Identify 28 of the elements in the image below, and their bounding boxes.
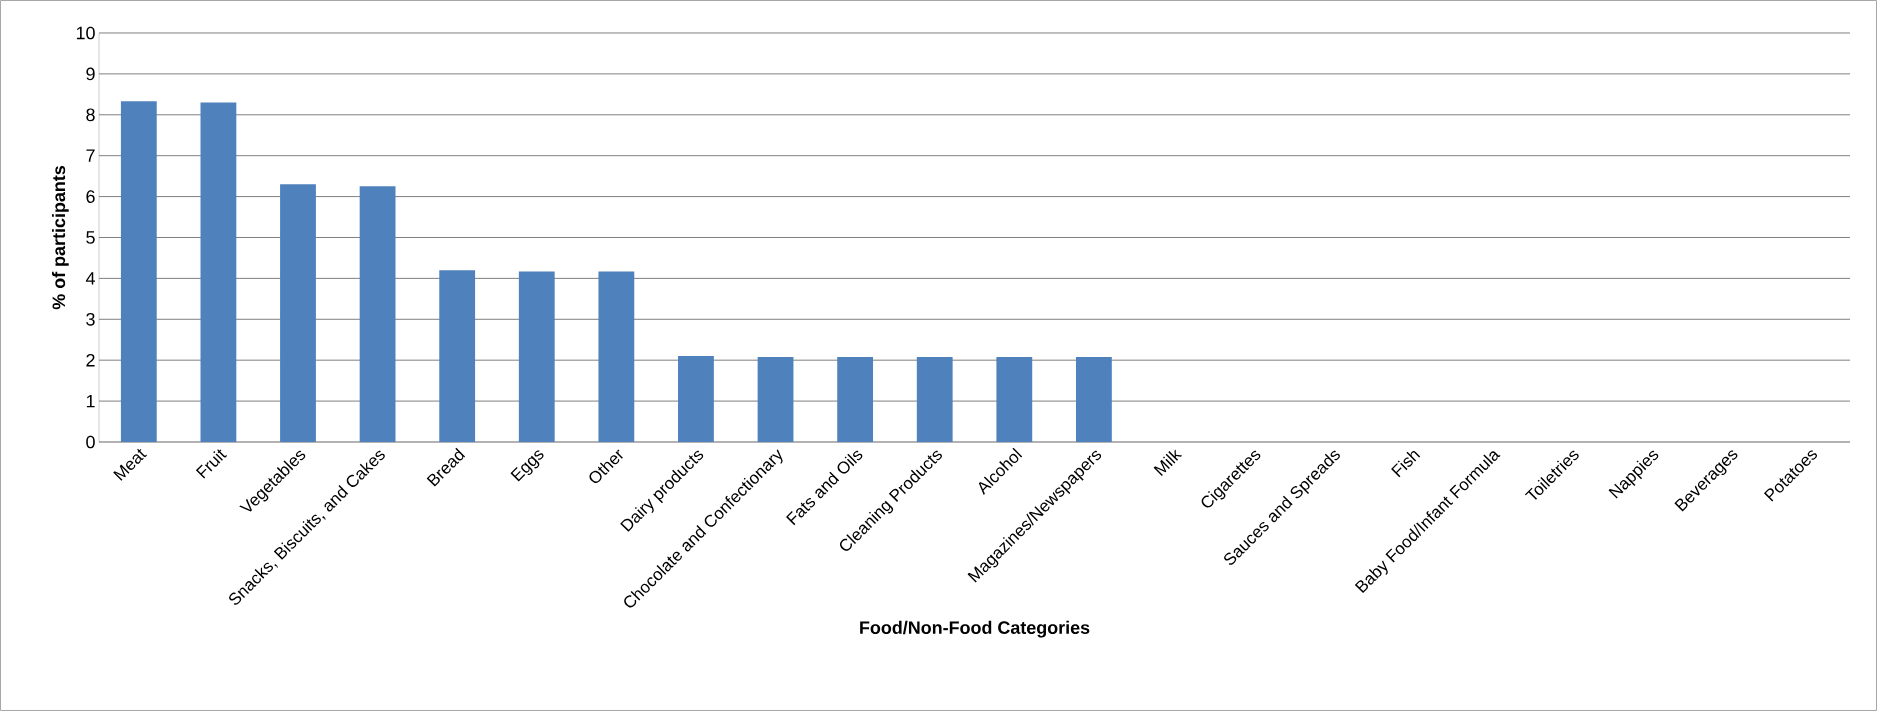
y-tick-label: 4 <box>85 272 95 285</box>
x-axis-title: Food/Non-Food Categories <box>860 620 1090 638</box>
bar <box>757 356 794 442</box>
y-tick-label: 5 <box>86 231 95 244</box>
bar <box>518 271 555 442</box>
y-tick-label: 10 <box>76 26 95 40</box>
bar <box>678 356 714 442</box>
bar <box>837 356 874 442</box>
y-tick-label: 2 <box>86 353 95 367</box>
y-tick-label: 6 <box>86 190 95 203</box>
bar <box>280 184 316 442</box>
y-tick-label: 7 <box>86 149 95 162</box>
bar <box>359 186 396 442</box>
y-tick-label: 8 <box>86 108 95 122</box>
y-axis-title: % of participants <box>51 166 69 310</box>
y-tick-label: 9 <box>86 67 95 81</box>
y-tick-label: 0 <box>86 435 95 449</box>
bar <box>1076 356 1112 442</box>
x-tick-label: Milk <box>1153 449 1183 476</box>
bar <box>996 356 1033 442</box>
bar <box>916 356 953 442</box>
y-tick-label: 3 <box>86 312 95 326</box>
bar <box>200 102 237 442</box>
y-tick-label: 1 <box>86 394 95 408</box>
bar <box>439 270 476 442</box>
bar <box>598 271 635 442</box>
x-tick-label: Fish <box>1391 450 1421 478</box>
bar <box>120 101 157 442</box>
